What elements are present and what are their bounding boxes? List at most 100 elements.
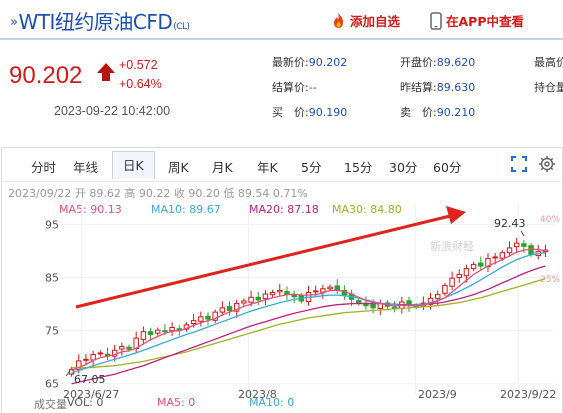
latest-price-row: 最新价:90.202 <box>272 56 348 69</box>
candle-body <box>521 243 527 247</box>
tab-5min[interactable]: 5分 <box>301 160 322 175</box>
candle-body <box>442 285 448 294</box>
candle-body <box>255 296 261 301</box>
flame-icon <box>334 13 343 28</box>
ma30-legend: MA30: 84.80 <box>332 203 402 216</box>
candle-body <box>499 252 506 259</box>
x-tick-label: 2023/6/27 <box>63 388 119 401</box>
candle-body <box>370 303 376 309</box>
period-tabs: 分时 年线 日K 周K 月K 年K 5分 15分 30分 60分 <box>2 148 562 182</box>
y-axis: 65 75 85 95 <box>45 219 59 391</box>
phone-icon <box>430 11 442 30</box>
price-summary: 90.202 +0.572 +0.64% 2023-09-22 10:42:00 <box>0 44 262 129</box>
candle-body <box>140 331 147 340</box>
max-annotation: 92.43 <box>494 217 526 230</box>
candle-body <box>334 285 340 291</box>
pct-tick-40: 40% <box>540 215 560 225</box>
candle-body <box>126 346 132 350</box>
last-price: 90.202 <box>9 62 83 89</box>
header: »WTI纽约原油CFD(CL) 添加自选 在APP中查看 <box>0 0 563 38</box>
candle-body <box>198 316 204 322</box>
candle-body <box>312 290 319 293</box>
candle-body <box>269 291 276 296</box>
min-annotation: 67.05 <box>74 373 106 386</box>
x-tick-label: 2023/8 <box>238 388 277 401</box>
double-chevron-icon: » <box>10 15 18 30</box>
candle-body <box>233 303 240 312</box>
tab-30min[interactable]: 30分 <box>389 160 418 175</box>
candle-body <box>478 262 484 267</box>
ma20-line <box>71 265 546 385</box>
ma-lines <box>71 248 546 385</box>
candle-body <box>327 286 333 290</box>
candle-body <box>97 352 104 355</box>
tab-yearly-k[interactable]: 年K <box>257 160 278 175</box>
quote-datetime: 2023-09-22 10:42:00 <box>54 104 171 118</box>
candle-body <box>190 320 197 325</box>
instrument-title: »WTI纽约原油CFD(CL) <box>10 10 190 34</box>
candle-body <box>119 346 125 350</box>
prev-settle-row: 昨结算:89.630 <box>400 81 476 94</box>
y-tick-label: 85 <box>45 272 59 285</box>
candle-body <box>241 300 247 304</box>
candle-body <box>356 300 362 304</box>
candle-body <box>147 331 154 335</box>
candle-body <box>155 329 161 334</box>
open-price-row: 开盘价:89.620 <box>400 56 476 69</box>
candle-body <box>434 294 441 299</box>
volume-label: 成交量 <box>34 398 67 411</box>
candle-body <box>277 289 283 293</box>
volume-value: VOL: 0 <box>67 396 104 409</box>
candle-body <box>176 328 183 331</box>
tab-intraday[interactable]: 分时 <box>31 160 57 175</box>
candle-body <box>470 263 477 270</box>
y-tick-label: 65 <box>45 378 59 391</box>
instrument-code: (CL) <box>173 22 190 32</box>
candle-body <box>463 268 470 277</box>
price-change: +0.572 <box>119 58 158 72</box>
tab-daily-k[interactable]: 日K <box>112 151 155 179</box>
fullscreen-icon[interactable] <box>510 155 528 173</box>
volume-ma10: MA10: 0 <box>249 396 295 409</box>
candle-body <box>169 326 175 332</box>
candle-body <box>162 330 168 333</box>
candle-body <box>492 256 498 259</box>
settings-gear-icon[interactable] <box>538 155 556 173</box>
tab-weekly-k[interactable]: 周K <box>168 160 189 175</box>
settle-price-row: 结算价:-- <box>272 81 317 94</box>
y-tick-label: 75 <box>45 325 59 338</box>
candle-body <box>219 307 226 313</box>
x-tick-label: 2023/9 <box>418 388 457 401</box>
tab-monthly-k[interactable]: 月K <box>212 160 233 175</box>
high-price-label: 最高价 <box>534 56 563 69</box>
tab-15min[interactable]: 15分 <box>344 160 373 175</box>
candle-body <box>506 247 513 254</box>
candle-body <box>205 315 211 320</box>
watermark: 新浪财经 <box>430 239 474 253</box>
tab-60min[interactable]: 60分 <box>433 160 462 175</box>
x-axis: 2023/6/27 2023/8 2023/9 2023/9/22 <box>63 388 556 401</box>
ask-price-row: 卖 价:90.210 <box>400 106 476 119</box>
add-watchlist-button[interactable]: 添加自选 <box>331 11 400 30</box>
candle-body <box>449 277 455 287</box>
volume-ma5: MA5: 0 <box>157 396 196 409</box>
ohlc-readout: 2023/09/22 开 89.62 高 90.22 收 90.20 低 89.… <box>8 187 308 200</box>
pct-tick-25: 25% <box>540 275 560 285</box>
bid-price-row: 买 价:90.190 <box>272 106 348 119</box>
candle-body <box>226 306 233 312</box>
chart-panel: 分时 年线 日K 周K 月K 年K 5分 15分 30分 60分 2023/09… <box>1 147 563 413</box>
ma20-legend: MA20: 87.18 <box>249 203 319 216</box>
open-in-app-button[interactable]: 在APP中查看 <box>430 11 524 30</box>
candle-body <box>456 273 462 279</box>
ma5-line <box>71 248 546 372</box>
tab-yearline[interactable]: 年线 <box>73 160 99 175</box>
chart-grid <box>62 204 553 395</box>
trend-arrow <box>75 206 466 309</box>
candle-body <box>320 288 326 293</box>
ma30-line <box>71 278 546 369</box>
candle-body <box>513 242 520 248</box>
x-tick-label: 2023/9/22 <box>500 388 556 401</box>
ma10-line <box>71 252 546 374</box>
candle-body <box>212 311 218 321</box>
